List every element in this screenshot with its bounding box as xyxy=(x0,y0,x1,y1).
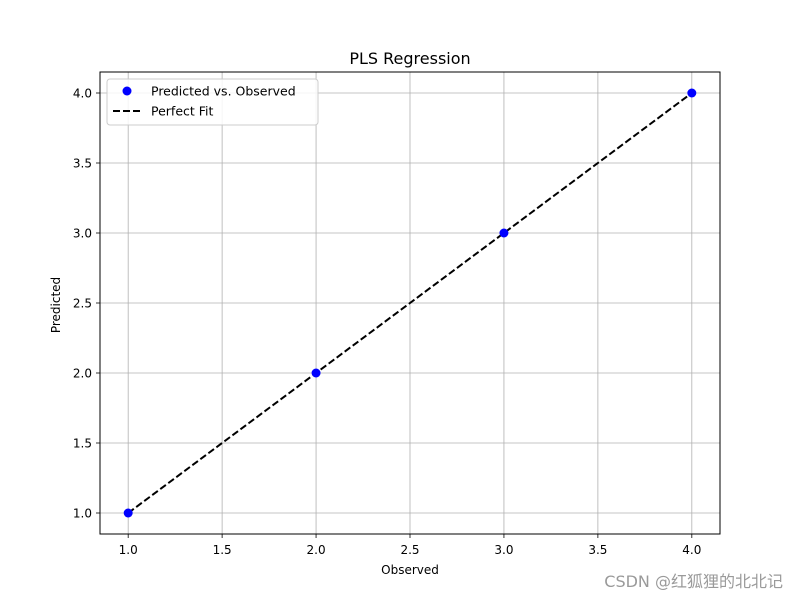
chart-title: PLS Regression xyxy=(349,49,470,68)
perfect-fit-line xyxy=(127,92,693,514)
y-tick-label: 1.5 xyxy=(73,437,92,451)
x-tick-label: 1.5 xyxy=(213,543,232,557)
x-tick-label: 2.0 xyxy=(307,543,326,557)
y-tick-label: 1.0 xyxy=(73,507,92,521)
x-tick-label: 2.5 xyxy=(400,543,419,557)
legend: Predicted vs. Observed Perfect Fit xyxy=(106,78,319,126)
data-point xyxy=(311,368,321,378)
x-tick-label: 1.0 xyxy=(119,543,138,557)
y-tick-label: 2.0 xyxy=(73,367,92,381)
y-axis-label: Predicted xyxy=(49,277,63,333)
legend-marker-predicted xyxy=(122,86,132,96)
x-tick-label: 3.5 xyxy=(588,543,607,557)
y-tick-label: 2.5 xyxy=(73,297,92,311)
legend-frame xyxy=(106,78,319,126)
series-layer xyxy=(123,88,697,518)
legend-label-predicted: Predicted vs. Observed xyxy=(151,84,296,99)
data-point xyxy=(123,508,133,518)
data-point xyxy=(687,88,697,98)
axes-layer: 1.0 1.5 2.0 2.5 3.0 3.5 4.0 1.0 1.5 2.0 2.5 3.0 3.5 4… xyxy=(73,71,721,557)
y-tick-label: 4.0 xyxy=(73,87,92,101)
x-tick-label: 3.0 xyxy=(494,543,513,557)
watermark: CSDN @红狐狸的北北记 xyxy=(604,572,783,591)
x-axis-label: Observed xyxy=(381,563,439,577)
legend-label-perfect-fit: Perfect Fit xyxy=(151,104,214,119)
x-tick-label: 4.0 xyxy=(682,543,701,557)
y-tick-label: 3.0 xyxy=(73,227,92,241)
grid-layer xyxy=(100,72,720,534)
data-point xyxy=(499,228,509,238)
y-tick-label: 3.5 xyxy=(73,157,92,171)
